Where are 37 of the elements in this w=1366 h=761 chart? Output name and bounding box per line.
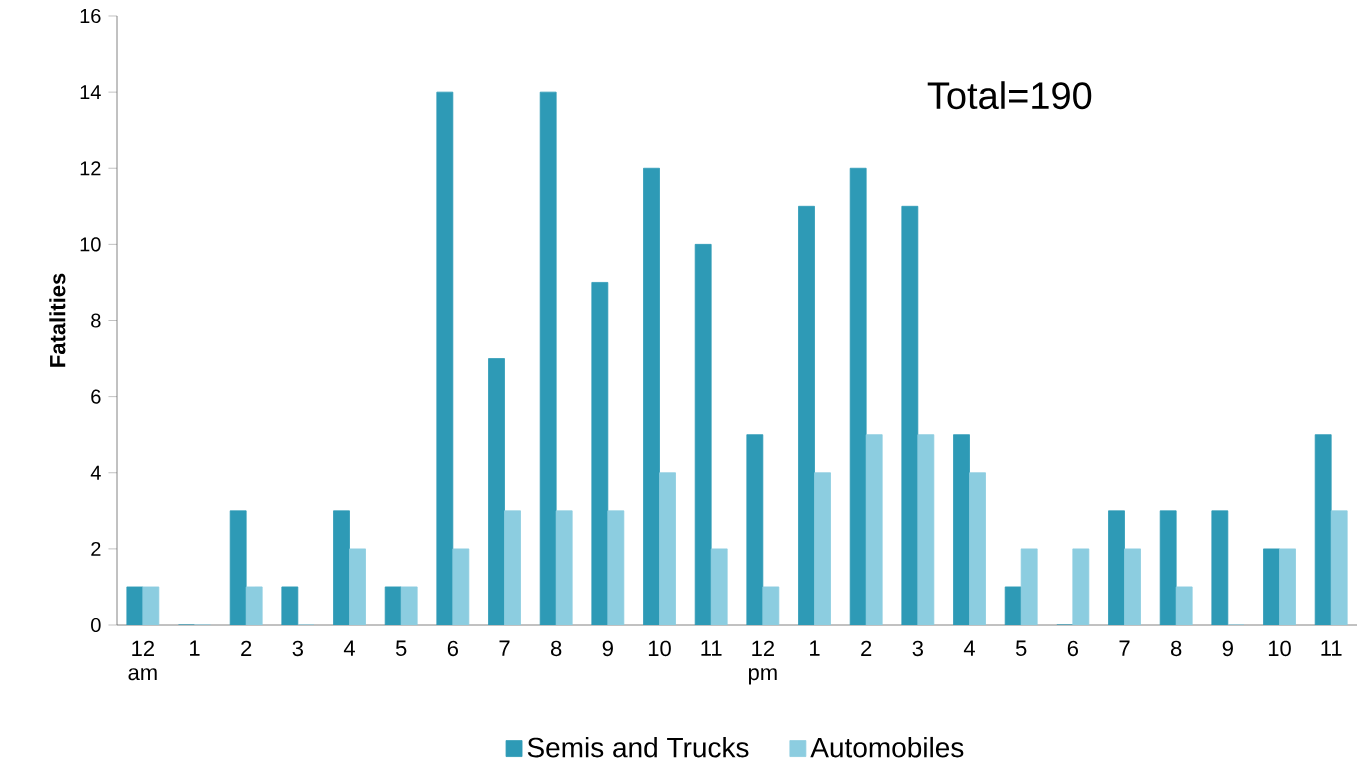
x-tick-label: 2 (241, 640, 252, 656)
x-tick-label: 3 (292, 640, 303, 657)
y-tick-label: 4 (90, 465, 101, 480)
x-tick-label: 4 (963, 640, 975, 656)
x-tick-label: 10 (1268, 640, 1291, 657)
y-tick-label: 6 (91, 389, 101, 404)
x-tick-label: 9 (602, 640, 613, 657)
annotation: Total=190 (927, 81, 1092, 110)
x-tick-label: 5 (1015, 640, 1027, 656)
x-tick-label: 4 (343, 640, 355, 656)
y-tick-label: 10 (80, 237, 101, 252)
x-tick-label: 7 (499, 640, 510, 656)
legend-label: Automobiles (810, 736, 964, 758)
x-tick-label: 8 (1171, 640, 1182, 657)
x-tick-label: 6 (447, 640, 458, 657)
y-tick-label: 0 (91, 617, 101, 633)
x-tick-label: 12 am (128, 640, 157, 681)
y-tick-label: 14 (80, 85, 101, 99)
x-tick-label: 1 (810, 640, 820, 656)
x-tick-label: 8 (550, 640, 562, 657)
y-tick-label: 2 (91, 541, 101, 556)
x-tick-label: 7 (1119, 640, 1130, 656)
y-tick-label: 12 (80, 161, 101, 176)
y-tick-label: 8 (91, 313, 101, 328)
x-tick-label: 9 (1222, 640, 1233, 657)
x-tick-label: 1 (190, 640, 200, 656)
legend-label: Semis and Trucks (527, 736, 749, 758)
y-tick-label: 16 (80, 8, 101, 24)
x-tick-label: 10 (648, 640, 671, 657)
x-tick-label: 12 pm (748, 640, 777, 685)
x-tick-label: 5 (395, 640, 407, 656)
x-tick-label: 2 (861, 640, 872, 656)
x-tick-label: 3 (912, 640, 923, 657)
x-tick-label: 6 (1067, 640, 1078, 657)
x-tick-label: 11 (1321, 640, 1342, 656)
x-tick-label: 11 (701, 640, 722, 656)
y-axis-title: Fatalities (49, 273, 66, 367)
